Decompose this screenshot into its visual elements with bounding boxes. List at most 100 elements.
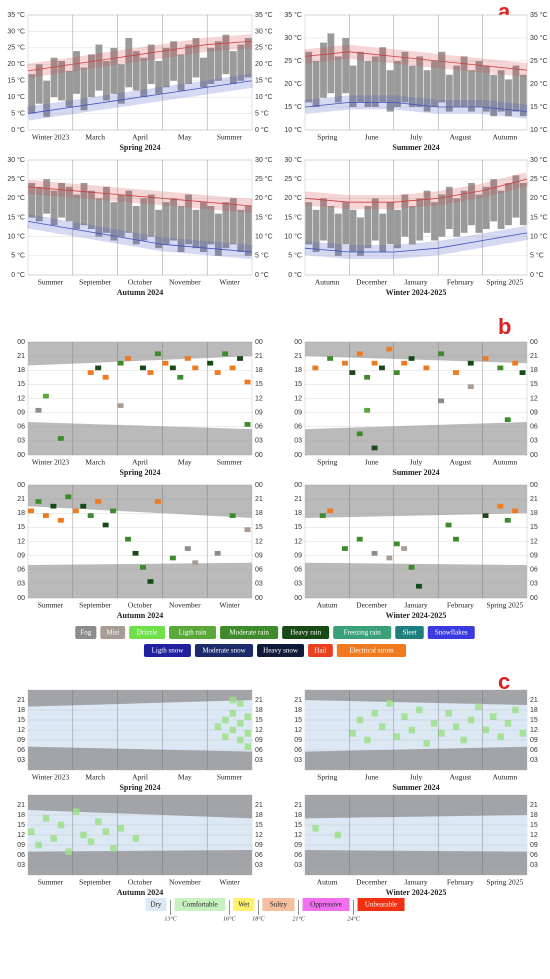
- y-tick-label: 09: [530, 552, 538, 559]
- temp-range-bar: [312, 61, 320, 107]
- y-tick-label: 09: [294, 409, 302, 416]
- y-tick-label: 00: [17, 452, 25, 459]
- y-tick-label: 5 °C: [530, 252, 544, 260]
- temp-range-bar: [431, 61, 438, 107]
- temp-range-bar: [110, 47, 118, 94]
- y-tick-label: 09: [294, 842, 302, 849]
- weather-event: [356, 536, 363, 542]
- x-tick-label: January: [404, 878, 428, 887]
- y-tick-label: 0 °C: [11, 271, 25, 279]
- y-tick-label: 06: [530, 567, 538, 574]
- y-tick-label: 21: [530, 697, 538, 704]
- weather-event: [401, 360, 408, 366]
- weather-event: [512, 508, 519, 514]
- y-tick-label: 12: [294, 727, 302, 734]
- temp-range-bar: [445, 186, 453, 229]
- y-tick-label: 18: [17, 812, 25, 819]
- y-tick-label: 06: [530, 424, 538, 431]
- threshold-label: 13°C: [164, 915, 177, 922]
- legend-swatch: [100, 626, 126, 639]
- y-tick-label: 18: [530, 510, 538, 517]
- temp-range-bar: [102, 186, 110, 233]
- y-tick-label: 0 °C: [11, 126, 25, 134]
- y-tick-label: 30 °C: [530, 156, 548, 164]
- temp-range-bar: [102, 61, 110, 101]
- temp-range-bar: [490, 179, 498, 222]
- y-tick-label: 12: [17, 832, 25, 839]
- weather-event: [244, 379, 251, 385]
- legend-label: Comfortable: [182, 901, 217, 909]
- x-tick-label: Spring 2025: [486, 278, 523, 287]
- y-tick-label: 06: [17, 747, 25, 754]
- y-tick-label: 09: [294, 552, 302, 559]
- weather-event: [154, 499, 161, 504]
- x-tick-label: Spring: [317, 133, 337, 142]
- y-tick-label: 21: [255, 496, 263, 503]
- y-tick-label: 03: [17, 581, 25, 588]
- y-tick-label: 03: [294, 757, 302, 764]
- comfort-cell: [475, 703, 482, 710]
- y-tick-label: 03: [530, 581, 538, 588]
- y-tick-label: 00: [255, 595, 263, 602]
- comfort-cell: [244, 730, 251, 737]
- y-tick-label: 00: [294, 452, 302, 459]
- weather-event: [504, 417, 511, 423]
- weather-event: [364, 407, 371, 413]
- comfort-cell: [42, 815, 50, 822]
- x-tick-label: July: [410, 133, 423, 142]
- legend-swatch: [233, 898, 255, 911]
- weather-event: [342, 546, 348, 551]
- y-tick-label: 12: [530, 832, 538, 839]
- weather-event: [445, 522, 452, 528]
- legend-label: Oppressive: [310, 901, 342, 909]
- temp-range-bar: [177, 54, 185, 91]
- weather-event: [162, 360, 169, 366]
- comfort-cell: [214, 723, 222, 730]
- y-tick-label: 21: [17, 697, 25, 704]
- y-tick-label: 25 °C: [7, 44, 25, 52]
- comfort-cell: [132, 835, 139, 842]
- comfort-cell: [87, 838, 95, 845]
- x-tick-label: Summer: [217, 458, 243, 467]
- x-tick-label: Spring: [317, 458, 337, 467]
- temp-range-bar: [505, 79, 512, 117]
- x-tick-label: January: [404, 278, 428, 287]
- comfort-cell: [393, 733, 401, 740]
- temp-range-bar: [342, 202, 350, 245]
- temp-range-bar: [497, 190, 505, 229]
- temp-range-bar: [35, 186, 43, 222]
- y-tick-label: 10 °C: [284, 126, 302, 134]
- y-tick-label: 15: [17, 381, 25, 388]
- night-shade: [305, 795, 527, 819]
- weather-event: [192, 365, 199, 371]
- y-tick-label: 35 °C: [255, 11, 273, 19]
- chart-subtitle: Autumn 2024: [117, 888, 163, 897]
- weather-event: [349, 370, 356, 375]
- y-tick-label: 15 °C: [255, 77, 273, 85]
- normal-line: [27, 220, 253, 253]
- chart-subtitle: Winter 2024-2025: [386, 611, 447, 620]
- weather-event: [117, 360, 124, 366]
- night-shade: [28, 485, 252, 518]
- y-tick-label: 10 °C: [255, 93, 273, 101]
- y-tick-label: 12: [255, 395, 263, 402]
- y-tick-label: 20 °C: [284, 194, 302, 202]
- x-tick-label: Summer: [217, 133, 243, 142]
- weather-event: [423, 365, 430, 371]
- y-tick-label: 30 °C: [255, 156, 273, 164]
- legend-swatch: [194, 644, 254, 657]
- temp-range-bar: [512, 65, 520, 112]
- x-tick-label: July: [410, 458, 423, 467]
- weather-event: [312, 365, 319, 371]
- x-tick-label: February: [447, 878, 474, 887]
- x-tick-label: Winter 2023: [32, 773, 70, 782]
- night-shade: [28, 562, 252, 598]
- y-tick-label: 12: [17, 727, 25, 734]
- temp-range-bar: [95, 198, 103, 237]
- comfort-cell: [438, 730, 445, 737]
- temp-range-bar: [312, 209, 320, 252]
- temp-range-bar: [364, 206, 372, 249]
- y-tick-label: 15: [294, 381, 302, 388]
- y-tick-label: 15: [294, 822, 302, 829]
- weather-event: [371, 550, 378, 556]
